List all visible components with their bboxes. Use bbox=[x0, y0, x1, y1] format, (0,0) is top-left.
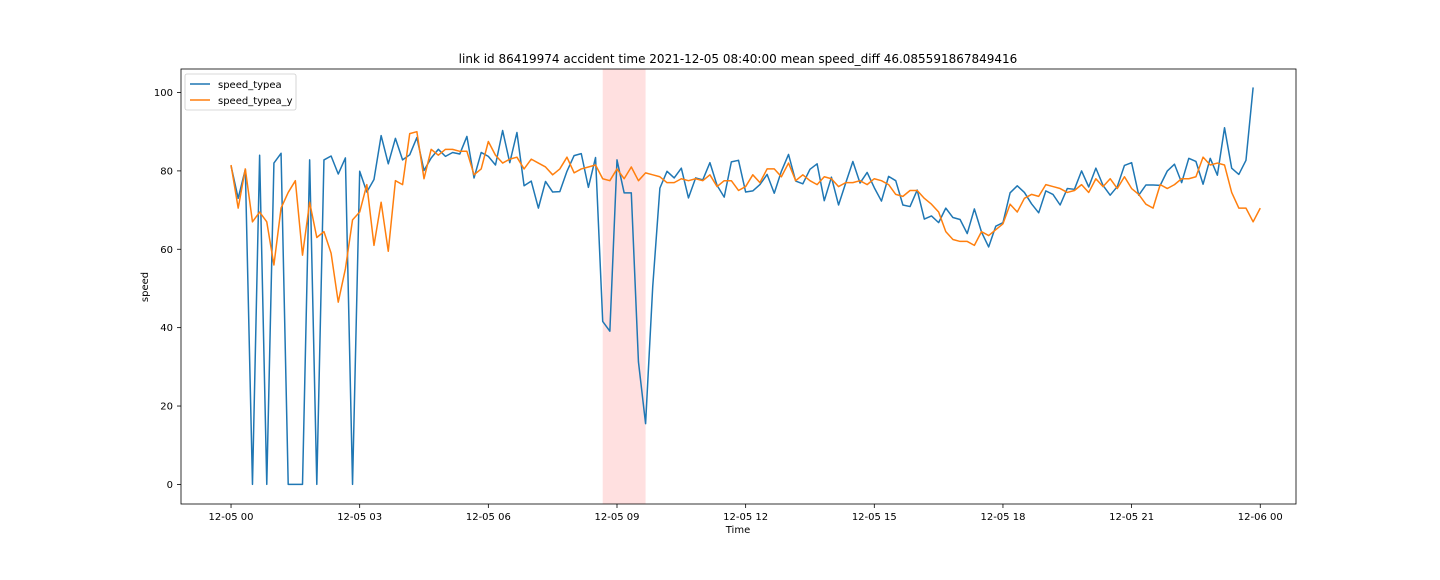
legend-box bbox=[184, 73, 297, 111]
y-axis-label: speed bbox=[140, 272, 151, 302]
series-line-speed-typea-y bbox=[230, 130, 1261, 303]
series-layer bbox=[230, 87, 1261, 486]
y-tick-label: 0 bbox=[167, 480, 173, 491]
accident-time-span bbox=[602, 69, 646, 504]
x-tick-label: 12-05 09 bbox=[595, 512, 640, 523]
x-tick-label: 12-05 03 bbox=[337, 512, 382, 523]
y-tick-label: 60 bbox=[160, 245, 173, 256]
y-axis-ticks: 0 20 40 60 80 100 bbox=[154, 88, 181, 491]
legend-label-speed-typea-y: speed_typea_y bbox=[218, 96, 293, 107]
y-tick-label: 20 bbox=[160, 402, 173, 413]
axes-frame bbox=[180, 68, 1297, 505]
x-axis-label: Time bbox=[725, 525, 750, 536]
highlight-span-layer bbox=[602, 69, 646, 504]
y-tick-label: 40 bbox=[160, 323, 173, 334]
legend: speed_typea speed_typea_y bbox=[184, 73, 297, 111]
x-tick-label: 12-05 18 bbox=[980, 512, 1025, 523]
x-tick-label: 12-05 21 bbox=[1109, 512, 1154, 523]
legend-label-speed-typea: speed_typea bbox=[218, 80, 282, 91]
x-tick-label: 12-06 00 bbox=[1238, 512, 1283, 523]
x-axis-ticks: 12-05 00 12-05 03 12-05 06 12-05 09 12-05 12… bbox=[209, 504, 1283, 523]
x-tick-label: 12-05 12 bbox=[723, 512, 768, 523]
x-tick-label: 12-05 06 bbox=[466, 512, 511, 523]
y-tick-label: 80 bbox=[160, 166, 173, 177]
y-tick-label: 100 bbox=[154, 88, 173, 99]
chart-title: link id 86419974 accident time 2021-12-0… bbox=[459, 52, 1018, 66]
x-tick-label: 12-05 00 bbox=[209, 512, 254, 523]
x-tick-label: 12-05 15 bbox=[852, 512, 897, 523]
series-line-speed-typea bbox=[230, 87, 1254, 486]
